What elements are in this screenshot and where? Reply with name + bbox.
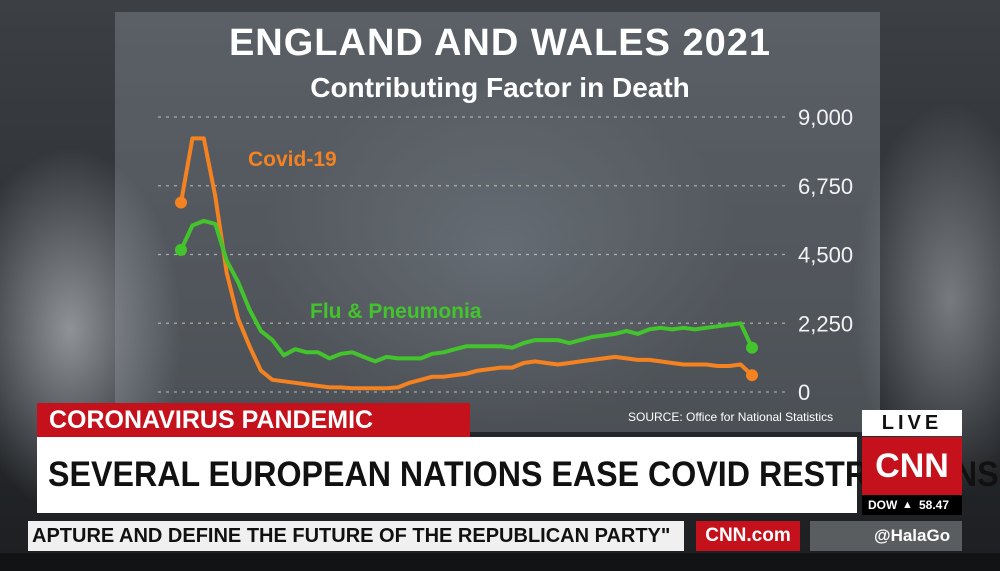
series-lines: [175, 136, 758, 391]
series-start-point: [175, 243, 187, 256]
series-label: Flu & Pneumonia: [310, 300, 482, 323]
series-end-point: [746, 341, 758, 354]
dow-value: 58.47: [919, 498, 950, 512]
series-label: Covid-19: [248, 148, 337, 171]
social-handle: @HalaGo: [810, 521, 962, 551]
social-handle-text: @HalaGo: [874, 526, 951, 545]
headline-text: SEVERAL EUROPEAN NATIONS EASE COVID REST…: [48, 455, 999, 494]
up-arrow-icon: ▲: [902, 499, 913, 511]
chart-title: ENGLAND AND WALES 2021: [228, 22, 772, 64]
cnn-logo: CNN: [862, 437, 962, 495]
series-labels: Covid-19 Flu & Pneumonia: [248, 148, 482, 323]
chart-source: SOURCE: Office for National Statistics: [628, 410, 834, 424]
news-ticker: APTURE AND DEFINE THE FUTURE OF THE REPU…: [28, 521, 684, 551]
chart-subtitle: Contributing Factor in Death: [310, 72, 690, 103]
y-tick-label: 4,500: [798, 243, 853, 268]
cnn-com-badge: CNN.com: [696, 521, 800, 551]
y-axis-ticks: 9,000 6,750 4,500 2,250 0: [798, 105, 853, 405]
y-tick-label: 0: [798, 380, 810, 405]
series-end-point: [746, 369, 758, 382]
y-tick-label: 2,250: [798, 311, 853, 336]
series-line-1: [179, 218, 754, 364]
dow-label: DOW: [868, 498, 898, 512]
chart-panel: [115, 12, 880, 432]
grid-lines: [158, 116, 790, 393]
topic-banner: CORONAVIRUS PANDEMIC: [37, 403, 470, 437]
live-badge: LIVE: [862, 410, 962, 436]
y-tick-label: 6,750: [798, 174, 853, 199]
headline-banner: SEVERAL EUROPEAN NATIONS EASE COVID REST…: [37, 437, 999, 513]
y-tick-label: 9,000: [798, 105, 853, 130]
ticker-text: APTURE AND DEFINE THE FUTURE OF THE REPU…: [32, 525, 671, 547]
series-line-0: [179, 136, 754, 391]
dow-ticker: DOW ▲ 58.47: [862, 495, 962, 515]
bottom-bar: [0, 553, 1000, 571]
series-start-point: [175, 196, 187, 209]
